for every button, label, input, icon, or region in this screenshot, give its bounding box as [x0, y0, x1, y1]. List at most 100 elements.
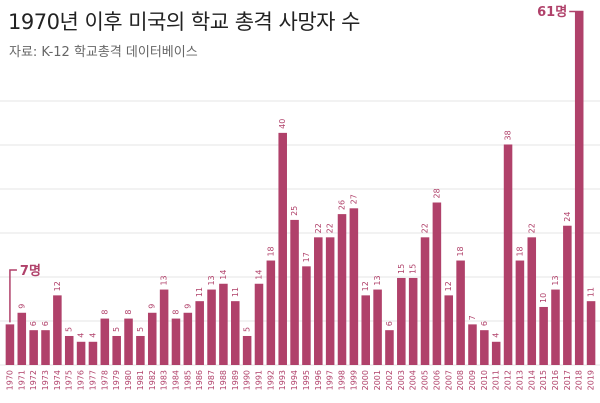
data-label: 6: [29, 321, 38, 326]
bar: [314, 237, 323, 365]
data-label: 12: [361, 281, 370, 291]
bar: [242, 335, 252, 365]
x-tick-label: 1982: [148, 370, 157, 390]
data-label: 27: [349, 194, 358, 204]
x-tick-label: 2013: [515, 370, 524, 390]
bar: [290, 219, 299, 365]
bar: [551, 289, 560, 365]
data-label: 22: [326, 223, 335, 233]
data-label: 17: [302, 252, 311, 262]
data-label: 14: [254, 270, 263, 280]
data-label: 15: [409, 264, 418, 274]
data-label: 26: [338, 200, 347, 210]
x-tick-label: 2015: [539, 370, 548, 390]
bar: [195, 301, 204, 365]
bar: [397, 277, 406, 365]
x-tick-label: 2001: [373, 370, 382, 390]
x-tick-label: 2005: [421, 370, 430, 390]
x-tick-label: 1973: [41, 370, 50, 390]
bar: [112, 335, 121, 365]
data-label: 18: [515, 246, 524, 256]
data-label: 11: [195, 287, 204, 297]
x-tick-label: 2002: [385, 370, 394, 390]
x-tick-label: 1991: [254, 370, 263, 390]
bar: [420, 237, 430, 365]
data-label: 12: [53, 281, 62, 291]
data-label: 18: [266, 246, 275, 256]
data-label: 4: [492, 333, 501, 338]
bar: [385, 330, 394, 365]
x-tick-label: 1979: [112, 370, 121, 390]
data-label: 6: [385, 321, 394, 326]
bar: [527, 237, 537, 365]
data-label: 22: [314, 223, 323, 233]
bar: [432, 202, 442, 365]
bar: [88, 341, 98, 365]
data-label: 11: [587, 287, 596, 297]
x-tick-label: 1984: [171, 370, 180, 390]
bar: [361, 295, 370, 365]
x-tick-label: 1972: [29, 370, 38, 390]
data-label: 4: [77, 333, 86, 338]
x-tick-label: 1971: [17, 370, 26, 390]
data-label: 9: [148, 304, 157, 309]
callout-line: [9, 269, 17, 323]
x-tick-label: 1990: [243, 370, 252, 390]
bar: [29, 330, 38, 365]
data-label: 25: [290, 206, 299, 216]
x-tick-label: 2000: [361, 370, 370, 390]
data-label: 6: [480, 321, 489, 326]
bar: [53, 295, 62, 365]
bar: [456, 260, 465, 365]
x-tick-label: 2016: [551, 370, 560, 390]
bar: [159, 289, 169, 365]
data-label: 13: [207, 275, 216, 285]
bar: [76, 341, 86, 365]
x-tick-label: 1988: [219, 370, 228, 390]
x-tick-label: 2011: [492, 370, 501, 390]
bar: [207, 289, 216, 365]
bar: [41, 330, 50, 365]
bar: [586, 301, 596, 365]
data-label: 5: [243, 327, 252, 332]
x-tick-label: 2017: [563, 370, 572, 390]
bar: [64, 335, 74, 365]
data-label: 13: [160, 275, 169, 285]
x-tick-label: 1996: [314, 370, 323, 390]
callout-label: 7명: [20, 263, 41, 279]
bar: [480, 330, 489, 365]
x-tick-label: 1974: [53, 370, 62, 390]
x-tick-label: 1985: [183, 370, 192, 390]
x-tick-label: 1970: [5, 370, 14, 390]
data-label: 24: [563, 212, 572, 222]
x-tick-label: 1994: [290, 370, 299, 390]
data-label: 15: [397, 264, 406, 274]
x-tick-label: 2006: [432, 370, 441, 390]
data-label: 5: [65, 327, 74, 332]
bar: [349, 208, 359, 365]
data-label: 22: [421, 223, 430, 233]
bar: [5, 324, 15, 365]
chart-title: 1970년 이후 미국의 학교 총격 사망자 수: [8, 10, 360, 34]
bar: [231, 301, 240, 365]
bar: [325, 237, 335, 365]
data-label: 6: [41, 321, 50, 326]
bar: [183, 312, 193, 365]
x-tick-label: 1987: [207, 370, 216, 390]
bar: [171, 318, 181, 365]
bar: [491, 341, 501, 365]
x-tick-label: 1992: [266, 370, 275, 390]
x-tick-label: 2019: [587, 370, 596, 390]
bar: [147, 312, 157, 365]
x-tick-label: 2004: [409, 370, 418, 390]
data-label: 10: [539, 293, 548, 303]
x-tick-label: 2012: [504, 370, 513, 390]
data-label: 13: [551, 275, 560, 285]
x-tick-label: 1993: [278, 370, 287, 390]
bar: [302, 266, 311, 365]
x-tick-label: 1976: [77, 370, 86, 390]
data-label: 18: [456, 246, 465, 256]
x-tick-label: 1983: [160, 370, 169, 390]
data-label: 4: [88, 333, 97, 338]
